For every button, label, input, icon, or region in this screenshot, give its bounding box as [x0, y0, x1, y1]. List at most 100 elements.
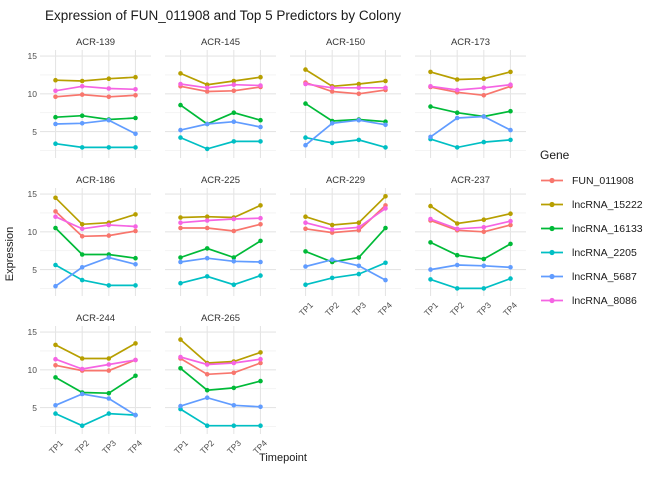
data-point [79, 92, 85, 97]
data-point [106, 396, 112, 401]
data-point [481, 263, 487, 269]
series-line-lncrna_8086 [304, 207, 387, 231]
data-point [383, 145, 388, 150]
data-point [508, 82, 513, 87]
data-point [53, 195, 58, 201]
series-line-fun_011908 [429, 219, 512, 233]
legend-entry-lncrna_16133: lncRNA_16133 [540, 220, 643, 237]
series-line-lncrna_5687 [304, 119, 387, 147]
data-point [231, 423, 237, 428]
y-tick-label: 15 [27, 327, 37, 338]
data-point [204, 255, 210, 261]
data-point [454, 252, 460, 258]
data-point [231, 139, 237, 144]
data-point [508, 276, 513, 281]
data-point [356, 263, 362, 269]
series-line-lncrna_15222 [54, 342, 137, 360]
data-point [303, 249, 308, 254]
data-point [329, 89, 335, 94]
data-point [258, 222, 263, 227]
data-point [508, 218, 513, 224]
data-point [303, 101, 308, 106]
data-point [481, 76, 487, 81]
data-point [481, 229, 487, 235]
data-point [133, 373, 138, 379]
x-tick-label: TP4 [501, 300, 520, 319]
facet-acr-139: ACR-139 5 10 15 [28, 36, 151, 158]
legend-label: lncRNA_2205 [572, 246, 637, 259]
series-line-lncrna_15222 [429, 205, 512, 225]
data-point [204, 387, 210, 393]
data-point [383, 277, 388, 283]
legend-entry-lncrna_2205: lncRNA_2205 [540, 244, 643, 261]
facet-title: ACR-139 [75, 37, 116, 48]
series-line-lncrna_5687 [54, 256, 137, 288]
series-line-lncrna_16133 [429, 241, 512, 260]
data-point [454, 77, 460, 82]
y-tick-label: 10 [27, 88, 37, 99]
data-point [428, 240, 433, 245]
data-point [356, 81, 362, 87]
data-point [133, 115, 138, 121]
series-line-lncrna_15222 [179, 204, 262, 219]
data-point [204, 218, 210, 223]
data-point [383, 206, 388, 211]
data-point [383, 260, 388, 266]
legend-entry-lncrna_15222: lncRNA_15222 [540, 196, 643, 213]
data-point [53, 342, 58, 348]
data-point [231, 403, 237, 408]
data-point [133, 212, 138, 217]
data-point [428, 216, 433, 222]
data-point [454, 87, 460, 93]
series-line-lncrna_16133 [54, 374, 137, 395]
facet-panel [40, 326, 151, 434]
series-line-lncrna_16133 [179, 367, 262, 392]
series-line-lncrna_8086 [304, 83, 387, 89]
data-point [303, 81, 308, 87]
data-point [79, 234, 85, 239]
data-point [383, 122, 388, 128]
series-line-lncrna_2205 [179, 408, 262, 427]
data-point [53, 283, 58, 289]
series-line-lncrna_8086 [179, 83, 262, 89]
data-point [481, 85, 487, 91]
data-point [454, 262, 460, 268]
legend-label: lncRNA_16133 [572, 222, 643, 235]
data-point [106, 117, 112, 123]
data-point [356, 85, 362, 91]
data-point [231, 360, 237, 366]
facet-panel [40, 50, 151, 158]
data-point [133, 412, 138, 418]
series-line-lncrna_8086 [179, 217, 262, 224]
data-point [258, 273, 263, 278]
series-line-lncrna_2205 [179, 274, 262, 286]
data-point [53, 363, 58, 368]
data-point [481, 256, 487, 262]
series-line-lncrna_5687 [179, 396, 262, 408]
y-tick-label: 10 [27, 364, 37, 375]
data-point [79, 121, 85, 126]
data-point [258, 215, 263, 221]
data-point [204, 362, 210, 367]
data-point [303, 67, 308, 72]
data-point [329, 222, 335, 228]
data-point [133, 255, 138, 261]
x-tick-label: TP3 [349, 300, 368, 319]
facet-acr-173: ACR-173 [415, 36, 526, 158]
data-point [178, 81, 183, 87]
series-line-lncrna_8086 [179, 356, 262, 366]
data-point [329, 257, 335, 262]
data-point [79, 423, 85, 428]
data-point [204, 214, 210, 219]
series-line-lncrna_16133 [304, 227, 387, 263]
data-point [106, 233, 112, 238]
data-point [508, 241, 513, 247]
facet-acr-150: ACR-150 [290, 36, 401, 158]
data-point [53, 209, 58, 214]
data-point [178, 71, 183, 76]
data-point [231, 370, 237, 376]
data-point [356, 91, 362, 97]
data-point [231, 110, 237, 115]
data-point [53, 114, 58, 120]
series-line-fun_011908 [179, 85, 262, 93]
